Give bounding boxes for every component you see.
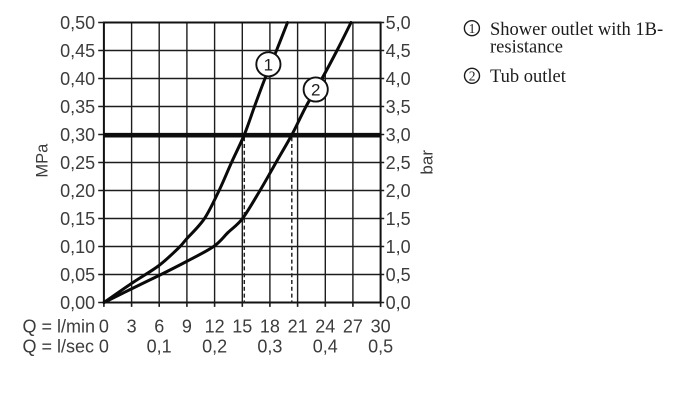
svg-text:0,50: 0,50 xyxy=(60,13,95,33)
svg-text:21: 21 xyxy=(288,317,308,337)
svg-text:0,05: 0,05 xyxy=(60,265,95,285)
svg-text:9: 9 xyxy=(182,317,192,337)
svg-text:Q = l/min: Q = l/min xyxy=(23,317,96,337)
svg-text:0,45: 0,45 xyxy=(60,41,95,61)
svg-text:1,0: 1,0 xyxy=(386,237,411,257)
svg-text:0,5: 0,5 xyxy=(386,265,411,285)
svg-text:12: 12 xyxy=(205,317,225,337)
svg-text:0,5: 0,5 xyxy=(368,337,393,357)
svg-text:0,15: 0,15 xyxy=(60,209,95,229)
svg-text:Q = l/sec: Q = l/sec xyxy=(23,337,95,357)
svg-text:3: 3 xyxy=(127,317,137,337)
svg-text:4,5: 4,5 xyxy=(386,41,411,61)
svg-text:15: 15 xyxy=(232,317,252,337)
svg-text:2,5: 2,5 xyxy=(386,153,411,173)
svg-text:0: 0 xyxy=(99,337,109,357)
svg-text:Tub outlet: Tub outlet xyxy=(490,67,567,87)
svg-text:2: 2 xyxy=(311,81,320,100)
svg-text:bar: bar xyxy=(418,150,437,175)
svg-text:0,25: 0,25 xyxy=(60,153,95,173)
svg-text:18: 18 xyxy=(260,317,280,337)
svg-text:24: 24 xyxy=(315,317,335,337)
svg-text:0: 0 xyxy=(99,317,109,337)
svg-text:0,20: 0,20 xyxy=(60,181,95,201)
svg-text:0,10: 0,10 xyxy=(60,237,95,257)
svg-text:MPa: MPa xyxy=(34,143,52,178)
svg-text:30: 30 xyxy=(371,317,391,337)
svg-text:1: 1 xyxy=(264,56,273,75)
svg-text:0,1: 0,1 xyxy=(147,337,172,357)
svg-text:Shower outlet with 1B-: Shower outlet with 1B- xyxy=(490,20,663,40)
svg-text:2,0: 2,0 xyxy=(386,181,411,201)
svg-text:0,00: 0,00 xyxy=(60,293,95,313)
svg-text:resistance: resistance xyxy=(490,38,563,58)
svg-text:1: 1 xyxy=(469,21,476,36)
svg-text:0,3: 0,3 xyxy=(257,337,282,357)
svg-text:1,5: 1,5 xyxy=(386,209,411,229)
svg-text:5,0: 5,0 xyxy=(386,13,411,33)
svg-text:0,40: 0,40 xyxy=(60,69,95,89)
svg-text:3,5: 3,5 xyxy=(386,97,411,117)
svg-text:4,0: 4,0 xyxy=(386,69,411,89)
svg-text:27: 27 xyxy=(343,317,363,337)
svg-text:0,35: 0,35 xyxy=(60,97,95,117)
svg-text:0,4: 0,4 xyxy=(313,337,338,357)
svg-text:2: 2 xyxy=(469,68,476,83)
svg-text:6: 6 xyxy=(154,317,164,337)
svg-text:0,2: 0,2 xyxy=(202,337,227,357)
svg-text:3,0: 3,0 xyxy=(386,125,411,145)
svg-text:0,30: 0,30 xyxy=(60,125,95,145)
svg-text:0,0: 0,0 xyxy=(386,293,411,313)
